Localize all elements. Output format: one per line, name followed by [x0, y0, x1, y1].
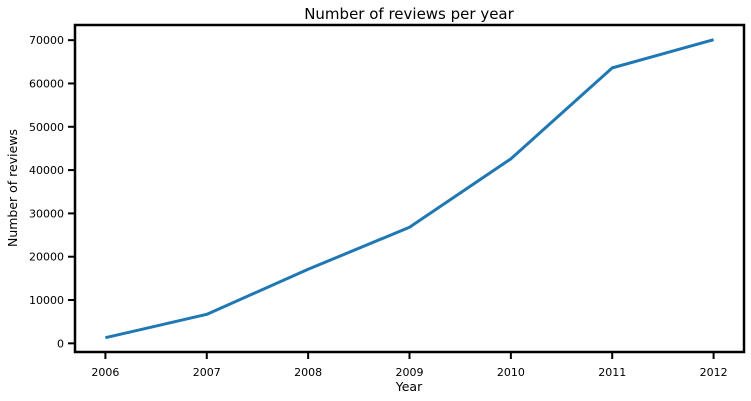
x-tick-label: 2009 [396, 366, 424, 379]
x-axis-ticks: 2006 2007 2008 2009 2010 2011 2012 [91, 352, 728, 379]
x-tick-label: 2006 [91, 366, 119, 379]
y-tick-label: 0 [57, 337, 64, 350]
x-tick-label: 2007 [193, 366, 221, 379]
y-tick-label: 50000 [29, 121, 64, 134]
y-axis-label: Number of reviews [5, 129, 20, 247]
x-tick-label: 2010 [497, 366, 525, 379]
x-tick-label: 2008 [294, 366, 322, 379]
chart-title: Number of reviews per year [304, 5, 514, 23]
y-tick-label: 30000 [29, 207, 64, 220]
y-tick-label: 60000 [29, 77, 64, 90]
x-tick-label: 2012 [700, 366, 728, 379]
series-line [105, 38, 714, 340]
x-tick-label: 2011 [598, 366, 626, 379]
y-tick-label: 40000 [29, 164, 64, 177]
y-tick-label: 70000 [29, 34, 64, 47]
plot-area-frame [73, 23, 746, 354]
y-tick-label: 20000 [29, 251, 64, 264]
x-axis-label: Year [395, 379, 423, 394]
y-tick-label: 10000 [29, 294, 64, 307]
y-axis-ticks: 0 10000 20000 30000 40000 50000 60000 70000 [29, 34, 75, 350]
